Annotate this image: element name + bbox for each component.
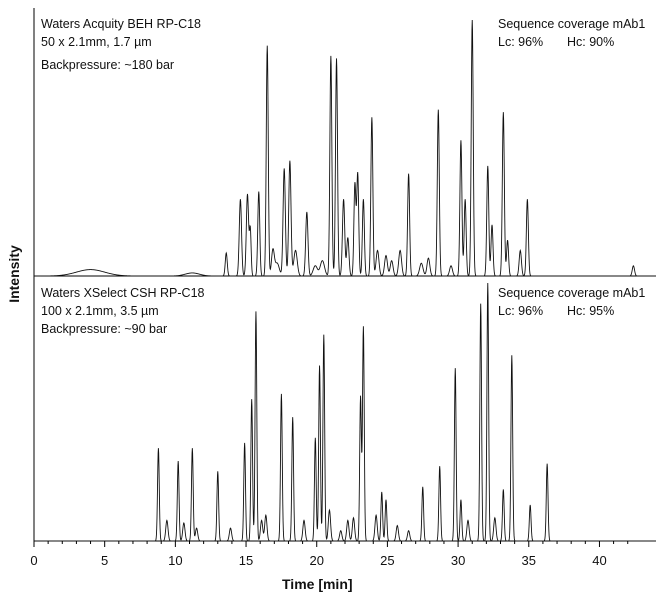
x-tick-label: 35 xyxy=(521,553,536,568)
y-axis-label: Intensity xyxy=(6,245,22,303)
plot-frame xyxy=(33,8,656,542)
x-tick-label: 25 xyxy=(380,553,395,568)
x-tick-label: 15 xyxy=(238,553,254,568)
bottom-panel-coverage-title: Sequence coverage mAb1 xyxy=(498,286,646,300)
chromatogram-trace-beh xyxy=(34,19,656,277)
chromatogram-trace-csh xyxy=(34,282,656,542)
x-axis-label: Time [min] xyxy=(282,576,353,592)
chromatogram-traces xyxy=(34,19,656,542)
x-tick-label: 20 xyxy=(309,553,324,568)
bottom-panel-hc-coverage: Hc: 95% xyxy=(567,304,615,318)
top-panel-column-dimensions: 50 x 2.1mm, 1.7 µm xyxy=(41,35,152,49)
x-tick-label: 5 xyxy=(101,553,109,568)
bottom-panel-lc-coverage: Lc: 96% xyxy=(498,304,544,318)
top-panel-backpressure: Backpressure: ~180 bar xyxy=(41,58,175,72)
x-axis-ticks xyxy=(33,541,629,547)
x-tick-label: 0 xyxy=(30,553,38,568)
top-panel-lc-coverage: Lc: 96% xyxy=(498,35,544,49)
bottom-panel-column-name: Waters XSelect CSH RP-C18 xyxy=(41,286,205,300)
top-panel-hc-coverage: Hc: 90% xyxy=(567,35,615,49)
top-panel-column-name: Waters Acquity BEH RP-C18 xyxy=(41,17,202,31)
x-tick-label: 30 xyxy=(450,553,466,568)
bottom-panel-backpressure: Backpressure: ~90 bar xyxy=(41,322,168,336)
bottom-panel-column-dimensions: 100 x 2.1mm, 3.5 µm xyxy=(41,304,159,318)
x-tick-label: 40 xyxy=(592,553,607,568)
x-tick-label: 10 xyxy=(168,553,183,568)
top-panel-coverage-title: Sequence coverage mAb1 xyxy=(498,17,646,31)
